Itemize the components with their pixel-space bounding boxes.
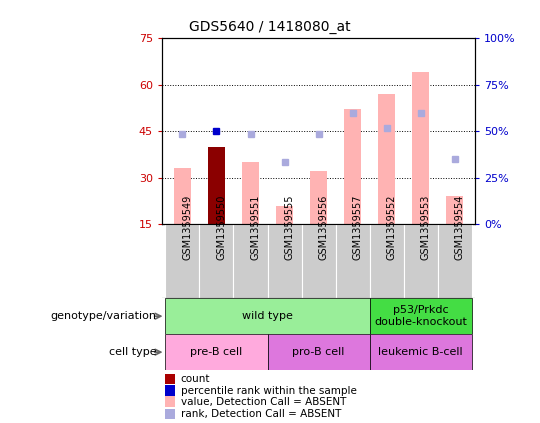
Bar: [233, 224, 267, 298]
Bar: [446, 196, 463, 224]
Text: rank, Detection Call = ABSENT: rank, Detection Call = ABSENT: [181, 409, 341, 419]
Bar: [344, 110, 361, 224]
Text: GSM1359553: GSM1359553: [421, 195, 431, 260]
Bar: [165, 396, 174, 407]
Bar: [208, 147, 225, 224]
Bar: [438, 224, 472, 298]
Text: percentile rank within the sample: percentile rank within the sample: [181, 385, 356, 396]
Bar: [267, 224, 301, 298]
Bar: [412, 72, 429, 224]
Bar: [301, 224, 336, 298]
Bar: [404, 224, 438, 298]
Text: GSM1359551: GSM1359551: [251, 195, 260, 260]
Bar: [276, 206, 293, 224]
Bar: [310, 171, 327, 224]
Text: leukemic B-cell: leukemic B-cell: [379, 347, 463, 357]
Bar: [267, 334, 370, 370]
Bar: [242, 162, 259, 224]
Bar: [165, 385, 174, 396]
Bar: [165, 374, 174, 384]
Text: genotype/variation: genotype/variation: [51, 311, 157, 321]
Bar: [174, 168, 191, 224]
Text: GSM1359550: GSM1359550: [217, 195, 226, 260]
Bar: [378, 94, 395, 224]
Text: count: count: [181, 374, 210, 384]
Text: GSM1359554: GSM1359554: [455, 195, 465, 260]
Text: pro-B cell: pro-B cell: [293, 347, 345, 357]
Text: GSM1359549: GSM1359549: [183, 195, 192, 260]
Text: p53/Prkdc
double-knockout: p53/Prkdc double-knockout: [374, 305, 467, 327]
Text: GSM1359557: GSM1359557: [353, 195, 363, 260]
Text: cell type: cell type: [109, 347, 157, 357]
Bar: [165, 334, 267, 370]
Text: GSM1359552: GSM1359552: [387, 195, 397, 260]
Text: GDS5640 / 1418080_at: GDS5640 / 1418080_at: [189, 20, 351, 34]
Bar: [370, 224, 404, 298]
Bar: [199, 224, 233, 298]
Bar: [165, 298, 370, 334]
Text: GSM1359555: GSM1359555: [285, 195, 294, 260]
Bar: [165, 224, 199, 298]
Bar: [370, 298, 472, 334]
Text: pre-B cell: pre-B cell: [190, 347, 242, 357]
Bar: [370, 334, 472, 370]
Text: wild type: wild type: [242, 311, 293, 321]
Text: GSM1359556: GSM1359556: [319, 195, 329, 260]
Bar: [165, 409, 174, 419]
Text: value, Detection Call = ABSENT: value, Detection Call = ABSENT: [181, 397, 346, 407]
Bar: [336, 224, 370, 298]
